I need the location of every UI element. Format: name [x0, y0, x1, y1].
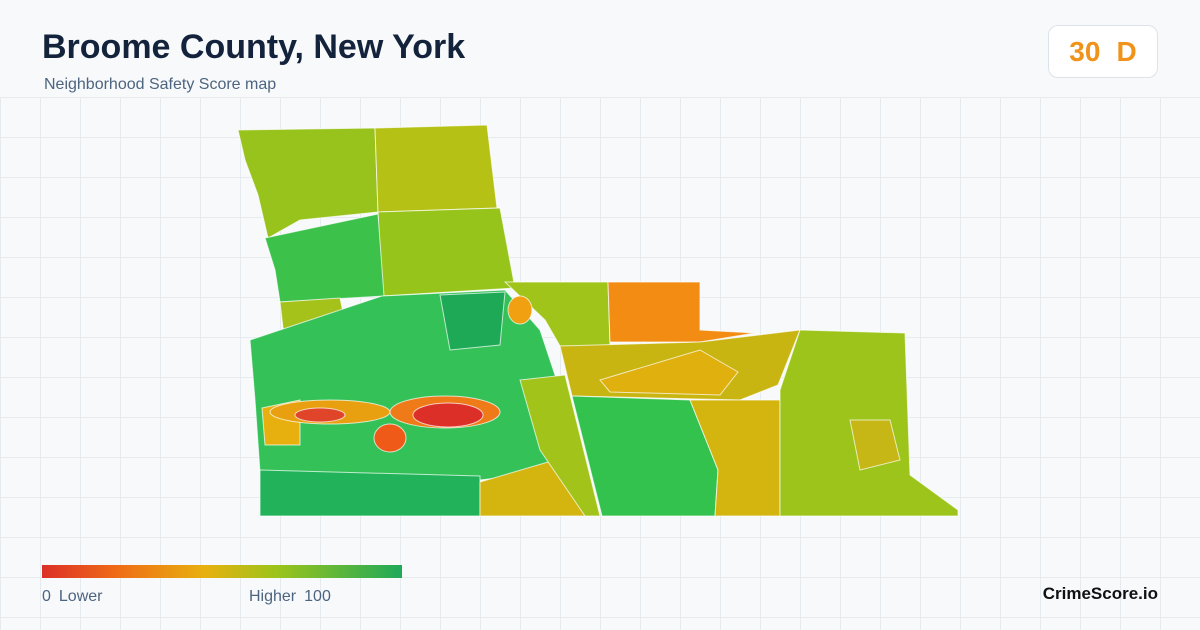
urban-area [294, 407, 346, 423]
region [849, 419, 901, 471]
brand: CrimeScore.io [1042, 584, 1158, 603]
region [377, 207, 516, 297]
region [599, 349, 739, 396]
score-value: 30 [1069, 35, 1101, 67]
legend-max-value: 100 [304, 588, 331, 605]
region [607, 281, 756, 343]
region [439, 291, 506, 351]
legend-min-label: Lower [58, 588, 103, 605]
score-badge: 30 D [1048, 25, 1158, 78]
score-grade: D [1116, 35, 1137, 67]
region [689, 399, 781, 517]
legend-max-label: Higher [249, 588, 297, 605]
urban-area [412, 402, 484, 428]
region [374, 124, 498, 213]
title: Broome County, New York [42, 28, 466, 66]
legend-max: Higher 100 [249, 588, 331, 606]
region [519, 374, 601, 517]
urban-area [507, 295, 533, 325]
region [259, 469, 481, 517]
urban-area [373, 423, 407, 453]
subtitle: Neighborhood Safety Score map [44, 76, 277, 93]
legend-min: 0 Lower [42, 588, 102, 606]
legend-min-value: 0 [42, 588, 51, 605]
legend-gradient [42, 565, 402, 578]
